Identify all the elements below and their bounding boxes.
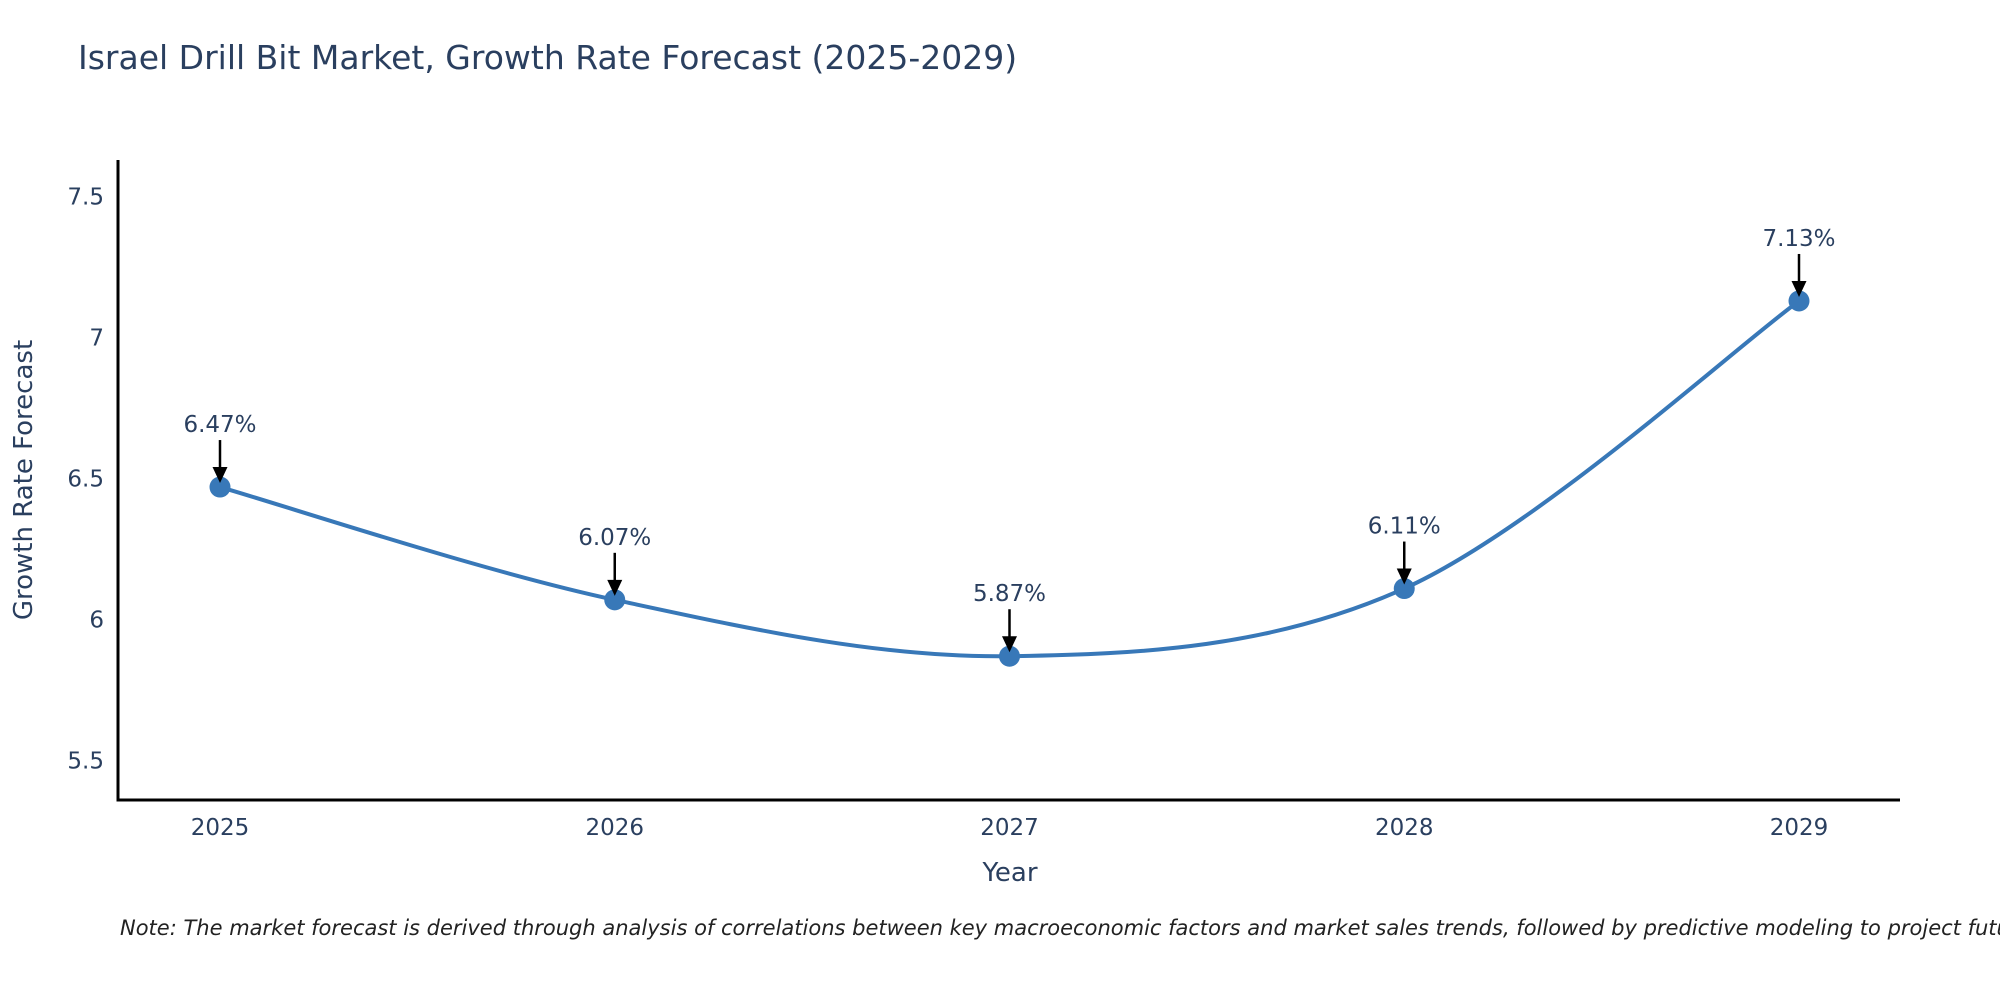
x-tick-label: 2028 — [1375, 815, 1434, 841]
x-tick-label: 2026 — [585, 815, 644, 841]
x-axis-title: Year — [982, 858, 1038, 888]
data-point-label: 7.13% — [1762, 226, 1835, 252]
data-point-marker — [209, 476, 231, 498]
annotation-arrowhead — [1002, 636, 1017, 653]
annotation-arrowhead — [607, 579, 623, 596]
data-point-marker — [1393, 578, 1415, 600]
data-point-label: 6.11% — [1368, 514, 1441, 540]
axis-frame — [116, 160, 1900, 802]
x-tick-label: 2027 — [980, 815, 1039, 841]
data-point-label: 5.87% — [973, 581, 1046, 607]
data-point-label: 6.47% — [183, 412, 256, 438]
annotation-arrowhead — [212, 467, 228, 484]
y-tick-label: 7.5 — [67, 185, 104, 211]
chart-title: Israel Drill Bit Market, Growth Rate For… — [78, 38, 1018, 77]
annotation-arrowhead — [1791, 280, 1807, 297]
footnote: Note: The market forecast is derived thr… — [120, 916, 2000, 940]
y-tick-label: 5.5 — [67, 749, 104, 775]
y-tick-label: 6 — [89, 608, 104, 634]
y-tick-label: 7 — [89, 326, 104, 352]
y-tick-label: 6.5 — [67, 467, 104, 493]
data-point-label: 6.07% — [578, 525, 651, 551]
data-point-marker — [1788, 290, 1810, 312]
x-tick-label: 2029 — [1770, 815, 1829, 841]
annotation-arrowhead — [1396, 568, 1412, 585]
data-point-marker — [999, 645, 1020, 667]
data-point-marker — [604, 589, 626, 611]
x-tick-label: 2025 — [191, 815, 250, 841]
